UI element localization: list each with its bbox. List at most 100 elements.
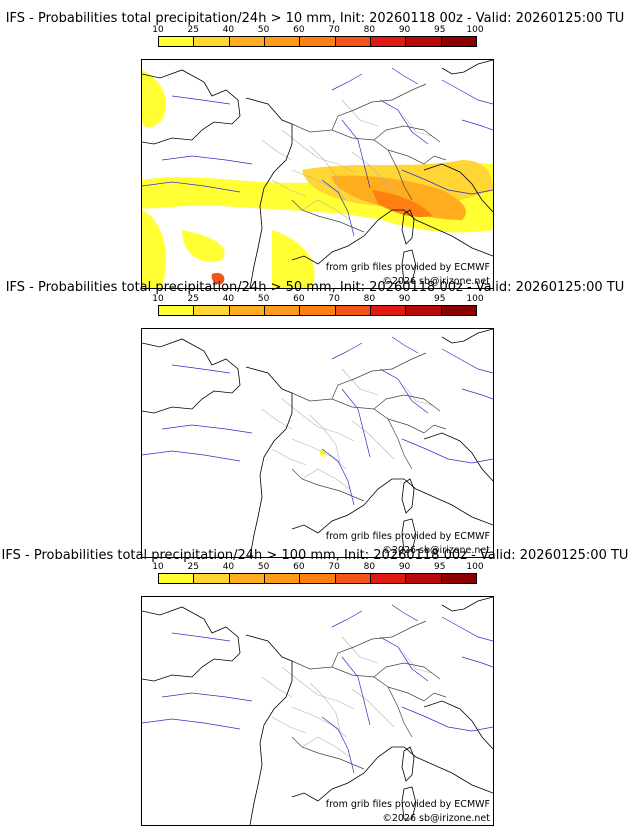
river [461, 119, 493, 131]
colorbar-swatch [335, 306, 371, 315]
admin-boundary [403, 115, 433, 137]
colorbar-tick-label: 95 [434, 562, 446, 572]
source-credit: from grib files provided by ECMWF [325, 799, 490, 810]
map-panel-50mm: IFS - Probabilities total precipitation/… [0, 280, 630, 558]
colorbar-tick-label: 25 [187, 294, 199, 304]
colorbar-tick-label: 90 [398, 562, 411, 572]
colorbar-swatch [229, 574, 265, 583]
admin-boundary [301, 199, 351, 221]
panel-title: IFS - Probabilities total precipitation/… [1, 548, 629, 563]
river [341, 388, 371, 458]
copyright-credit: ©2026 sb@irizone.net [382, 545, 490, 556]
colorbar [158, 305, 477, 316]
admin-boundary [351, 420, 395, 460]
admin-boundary [351, 688, 395, 728]
colorbar-tick-label: 50 [257, 25, 270, 35]
coastline [245, 97, 293, 288]
admin-boundary [341, 99, 379, 127]
map-frame[interactable]: from grib files provided by ECMWF ©2026 s… [141, 59, 494, 289]
country-border [387, 149, 447, 165]
coastline [423, 163, 493, 213]
map-frame[interactable]: from grib files provided by ECMWF ©2026 s… [141, 596, 494, 826]
river [379, 368, 429, 414]
colorbar-swatch [264, 306, 301, 315]
colorbar-swatch [194, 306, 230, 315]
colorbar-swatch [441, 306, 476, 315]
river [321, 448, 355, 506]
coastline [291, 209, 493, 265]
source-credit: from grib files provided by ECMWF [325, 262, 490, 273]
coastline [401, 746, 415, 782]
admin-boundary [403, 384, 433, 406]
coastline [401, 209, 415, 245]
colorbar-swatch [370, 306, 407, 315]
colorbar-swatch [370, 574, 407, 583]
colorbar-tick-label: 10 [152, 294, 164, 304]
colorbar-ticks: 10 25 40 50 60 70 80 90 95 100 [152, 562, 483, 572]
river [461, 656, 493, 668]
admin-boundary [309, 682, 341, 732]
colorbar-tick-label: 90 [398, 25, 411, 35]
colorbar-swatch [159, 37, 195, 46]
river [391, 67, 419, 85]
colorbar-tick-label: 80 [363, 25, 376, 35]
river [161, 424, 253, 434]
country-border [291, 736, 365, 770]
admin-boundary [403, 652, 433, 674]
colorbar [158, 573, 477, 584]
colorbar-swatch [441, 574, 476, 583]
precip-area [211, 272, 225, 285]
map-canvas [142, 60, 493, 288]
colorbar-swatch [194, 37, 230, 46]
colorbar-tick-label: 40 [222, 25, 235, 35]
coastline [441, 597, 493, 612]
admin-boundary [301, 736, 351, 758]
coastline [291, 478, 493, 534]
colorbar [158, 36, 477, 47]
river [161, 155, 253, 165]
colorbar-swatch [406, 37, 442, 46]
colorbar-swatch [406, 574, 442, 583]
country-border [291, 199, 365, 233]
colorbar-tick-label: 80 [363, 562, 376, 572]
river [401, 169, 493, 195]
map-frame[interactable]: from grib files provided by ECMWF ©2026 s… [141, 328, 494, 558]
river [391, 604, 419, 622]
admin-boundary [281, 398, 355, 442]
river [321, 179, 355, 237]
colorbar-tick-label: 100 [466, 294, 484, 304]
colorbar-swatch [441, 37, 476, 46]
river [401, 706, 493, 732]
coastline [401, 478, 415, 514]
country-border [291, 392, 413, 470]
river [142, 718, 241, 730]
map-canvas [142, 597, 493, 825]
coastline [142, 606, 241, 682]
colorbar-swatch [194, 574, 230, 583]
admin-boundary [351, 151, 395, 191]
colorbar-tick-label: 70 [328, 294, 340, 304]
country-border [331, 352, 427, 400]
river [341, 656, 371, 726]
coastline [401, 518, 417, 552]
colorbar-swatch [300, 37, 336, 46]
country-border [373, 662, 441, 680]
source-credit: from grib files provided by ECMWF [325, 531, 490, 542]
river [171, 364, 231, 374]
colorbar-tick-label: 40 [222, 294, 235, 304]
colorbar-swatch [406, 306, 442, 315]
colorbar-swatch [229, 37, 265, 46]
river [341, 119, 371, 189]
colorbar-tick-label: 90 [398, 294, 411, 304]
admin-boundary [341, 368, 379, 396]
river [401, 438, 493, 464]
copyright-credit: ©2026 sb@irizone.net [382, 813, 490, 824]
colorbar-tick-label: 25 [187, 25, 199, 35]
precip-area [272, 230, 315, 288]
coastline [401, 786, 417, 820]
colorbar-tick-label: 100 [466, 25, 484, 35]
colorbar-swatch [300, 306, 336, 315]
coastline [142, 338, 241, 414]
admin-boundary [281, 129, 355, 173]
coastline [423, 700, 493, 750]
